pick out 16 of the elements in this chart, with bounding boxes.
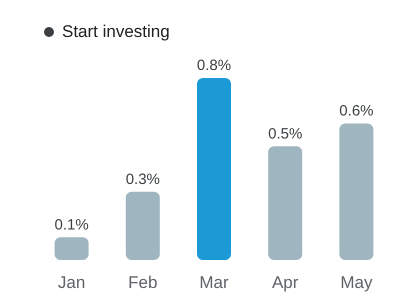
x-tick-label: Jan: [58, 273, 86, 292]
bar: [339, 124, 374, 260]
x-tick-label: Feb: [128, 273, 158, 292]
bar: [54, 237, 89, 260]
data-label: 0.6%: [339, 102, 374, 120]
data-label: 0.3%: [126, 170, 160, 188]
bar: [126, 192, 160, 260]
text: Start investing: [62, 22, 170, 42]
x-tick-label: Apr: [272, 273, 299, 292]
bar: [197, 78, 231, 260]
data-label: 0.5%: [268, 125, 302, 142]
x-tick-label: May: [340, 273, 373, 292]
data-label: 0.1%: [54, 216, 89, 234]
bar: [268, 146, 302, 260]
data-label: 0.8%: [196, 57, 232, 74]
x-tick-label: Mar: [199, 273, 229, 292]
